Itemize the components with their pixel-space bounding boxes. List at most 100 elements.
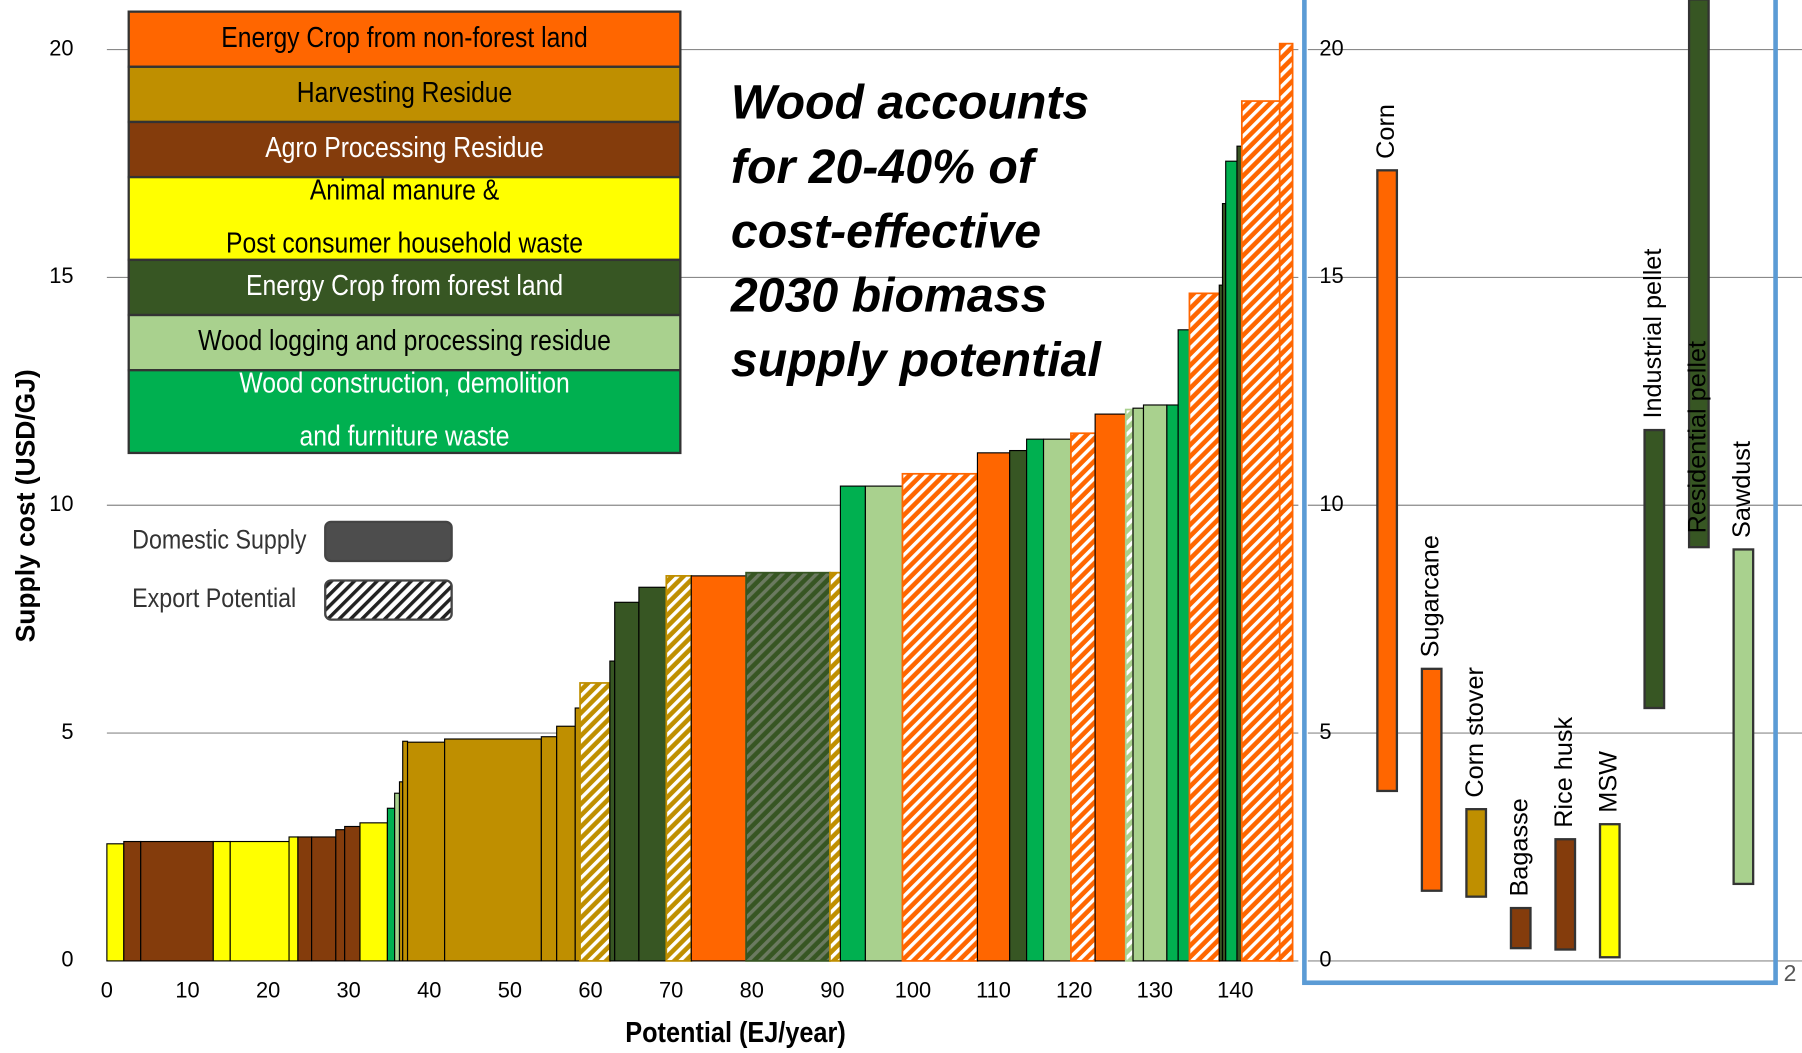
supply-bar (1132, 407, 1145, 962)
range-bar (1509, 906, 1532, 950)
annotation: 2030 biomass (730, 269, 1048, 323)
range-bar (1465, 808, 1488, 898)
supply-bar (1166, 404, 1179, 962)
supply-bar (665, 575, 693, 962)
x-tick-label: 30 (337, 978, 361, 1003)
supply-bar (1094, 413, 1127, 962)
y-tick-label: 0 (1319, 947, 1331, 972)
supply-bar (1142, 404, 1168, 962)
annotation: supply potential (731, 333, 1103, 387)
x-tick-label: 80 (740, 978, 764, 1003)
supply-bar (1225, 160, 1238, 962)
supply-bar (829, 571, 842, 962)
legend-label: Harvesting Residue (297, 76, 513, 108)
range-bar (1643, 428, 1666, 710)
supply-bar (556, 725, 576, 962)
y-tick-label: 10 (49, 491, 73, 516)
legend-label: Agro Processing Residue (265, 131, 544, 163)
legend-label: Wood construction, demolition (239, 367, 569, 399)
supply-bar (864, 485, 904, 962)
y-tick-label: 10 (1319, 491, 1343, 516)
supply-bar (386, 807, 396, 962)
supply-bar (359, 822, 388, 962)
supply-bar (614, 601, 640, 962)
y-tick-label: 5 (1319, 719, 1331, 744)
supply-bar (1240, 100, 1281, 962)
y-tick-label: 20 (49, 35, 73, 60)
supply-bar (1070, 432, 1096, 962)
x-tick-label: 20 (256, 978, 280, 1003)
range-label: Bagasse (1505, 798, 1533, 896)
range-bar (1732, 548, 1755, 886)
supply-bar (394, 792, 401, 962)
x-tick-label: 40 (417, 978, 441, 1003)
range-bar (1376, 169, 1399, 793)
supply-bar (288, 836, 299, 962)
y-tick-label: 0 (61, 947, 73, 972)
supply-bar (311, 836, 337, 962)
annotation: for 20-40% of (731, 140, 1039, 194)
x-tick-label: 130 (1137, 978, 1173, 1003)
range-bar (1687, 0, 1710, 549)
supply-bar (335, 829, 346, 962)
legend-swatch (324, 520, 453, 563)
supply-bar (1124, 408, 1134, 962)
supply-bar (1026, 438, 1045, 962)
supply-bar (123, 840, 142, 962)
x-axis-label: Potential (EJ/year) (625, 1017, 845, 1049)
range-bar (1420, 667, 1443, 892)
range-label: Rice husk (1550, 716, 1578, 827)
supply-bar (901, 472, 979, 962)
supply-bar (1278, 42, 1294, 962)
supply-bar (976, 452, 1011, 962)
x-tick-label: 90 (820, 978, 844, 1003)
supply-bar (579, 682, 611, 962)
y-tick-label: 5 (61, 719, 73, 744)
supply-bar (690, 575, 747, 962)
x-tick-label: 0 (101, 978, 113, 1003)
supply-bar (212, 840, 231, 962)
x-tick-label: 50 (498, 978, 522, 1003)
supply-bar (1042, 438, 1072, 962)
supply-bar (638, 586, 667, 962)
legend-swatch (324, 579, 453, 621)
range-label: Residential pellet (1684, 341, 1712, 533)
range-bar (1598, 823, 1621, 959)
x-tick-label: 10 (175, 978, 199, 1003)
legend-swatch (127, 369, 682, 455)
supply-bar (140, 840, 214, 962)
range-label: Sugarcane (1416, 535, 1444, 657)
supply-bar (839, 485, 866, 962)
legend-label: Energy Crop from non-forest land (221, 21, 588, 53)
range-label: Industrial pellet (1639, 249, 1667, 419)
supply-bar (297, 836, 313, 962)
legend-swatch (127, 313, 682, 372)
page-number: 2 (1784, 960, 1797, 986)
x-tick-label: 140 (1217, 978, 1253, 1003)
supply-bar (444, 738, 542, 962)
x-tick-label: 120 (1056, 978, 1092, 1003)
legend-label: Animal manure & (310, 174, 500, 206)
supply-bar (406, 741, 446, 962)
range-label: MSW (1594, 751, 1622, 813)
supply-bar (106, 843, 125, 962)
supply-bar (402, 740, 409, 962)
legend-label: Domestic Supply (132, 525, 307, 555)
supply-bar (1188, 292, 1221, 962)
legend-label: Wood logging and processing residue (198, 324, 611, 356)
range-label: Corn (1372, 104, 1400, 159)
supply-bar (229, 840, 290, 962)
supply-bar (1177, 329, 1191, 962)
range-bar (1554, 838, 1577, 951)
y-tick-label: 20 (1319, 35, 1343, 60)
legend-swatch (127, 258, 682, 317)
supply-bar (745, 571, 831, 962)
annotation: Wood accounts (731, 76, 1089, 130)
x-tick-label: 70 (659, 978, 683, 1003)
range-label: Corn stover (1461, 667, 1489, 798)
annotation: cost-effective (731, 204, 1041, 258)
legend-label: Energy Crop from forest land (246, 269, 563, 301)
x-tick-label: 60 (578, 978, 602, 1003)
